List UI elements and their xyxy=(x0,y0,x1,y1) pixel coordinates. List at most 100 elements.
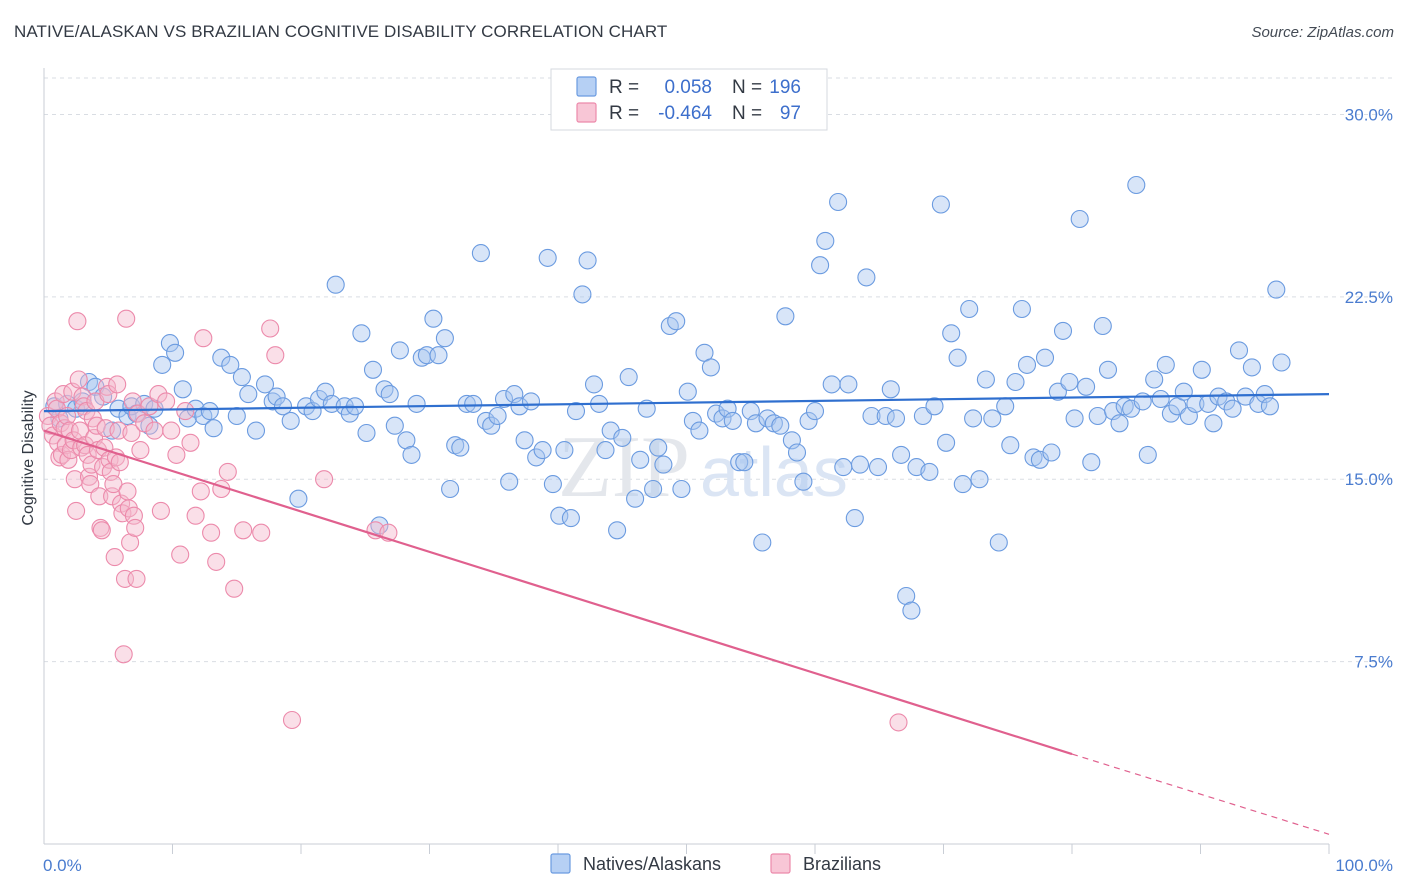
data-point-natives xyxy=(246,421,266,440)
data-point-natives xyxy=(566,402,586,421)
y-tick-label: 15.0% xyxy=(1345,470,1393,489)
data-point-natives xyxy=(667,312,686,331)
data-point-natives xyxy=(1260,397,1279,416)
data-point-natives xyxy=(471,244,490,263)
data-point-natives xyxy=(925,397,944,416)
data-point-natives xyxy=(441,479,460,499)
data-point-natives xyxy=(429,346,448,365)
chart-title: NATIVE/ALASKAN VS BRAZILIAN COGNITIVE DI… xyxy=(14,22,668,41)
data-point-natives xyxy=(920,462,939,481)
data-point-natives xyxy=(822,375,841,394)
data-point-natives xyxy=(239,385,258,404)
data-point-natives xyxy=(510,397,529,416)
data-point-natives xyxy=(232,368,251,387)
data-point-natives xyxy=(166,343,185,362)
data-point-brazilians xyxy=(266,346,285,365)
data-point-natives xyxy=(357,423,376,443)
data-point-natives xyxy=(601,421,620,440)
data-point-natives xyxy=(326,275,345,294)
legend-r-value-blue: 0.058 xyxy=(664,77,712,98)
data-point-natives xyxy=(816,231,835,250)
data-point-brazilians xyxy=(131,441,150,460)
data-point-natives xyxy=(862,406,881,426)
data-point-natives xyxy=(407,394,426,413)
data-point-brazilians xyxy=(889,713,908,732)
data-point-brazilians xyxy=(252,523,271,542)
data-point-natives xyxy=(527,448,546,467)
data-point-natives xyxy=(1151,389,1170,409)
data-point-natives xyxy=(626,489,645,508)
y-tick-label: 22.5% xyxy=(1345,288,1393,307)
data-point-natives xyxy=(561,509,580,528)
data-point-natives xyxy=(1088,406,1107,426)
watermark-zip: ZIP xyxy=(558,419,690,516)
data-point-brazilians xyxy=(191,482,210,501)
data-point-natives xyxy=(886,409,906,428)
data-point-natives xyxy=(953,475,972,494)
data-point-natives xyxy=(771,416,790,435)
data-point-brazilians xyxy=(171,545,190,564)
data-point-natives xyxy=(273,397,293,416)
data-point-natives xyxy=(402,445,421,464)
data-point-natives xyxy=(960,299,979,319)
data-point-natives xyxy=(989,533,1008,552)
y-axis-title: Cognitive Disability xyxy=(20,390,37,525)
data-point-natives xyxy=(713,409,732,428)
data-point-brazilians xyxy=(69,370,88,389)
data-point-natives xyxy=(845,509,864,528)
data-point-brazilians xyxy=(122,423,141,443)
series-natives-alaskans xyxy=(45,175,1291,620)
data-point-brazilians xyxy=(149,385,168,404)
data-point-brazilians xyxy=(194,329,213,348)
data-point-natives xyxy=(1006,372,1025,392)
data-point-natives xyxy=(1098,360,1118,379)
data-point-natives xyxy=(173,380,192,399)
data-point-natives xyxy=(221,355,240,374)
data-point-natives xyxy=(839,375,858,394)
data-point-brazilians xyxy=(181,433,200,452)
data-point-natives xyxy=(1017,355,1037,374)
legend-n-value-pink: 97 xyxy=(780,103,801,124)
data-point-natives xyxy=(649,438,668,457)
data-point-natives xyxy=(931,195,950,214)
data-point-natives xyxy=(608,521,627,540)
data-point-natives xyxy=(390,341,409,360)
data-point-natives xyxy=(435,329,454,348)
data-point-natives xyxy=(1030,450,1049,469)
data-point-natives xyxy=(937,433,956,452)
x-tick-label-min: 0.0% xyxy=(43,856,82,875)
data-point-natives xyxy=(555,441,574,460)
data-point-natives xyxy=(1042,443,1061,462)
data-point-natives xyxy=(892,445,911,464)
data-point-natives xyxy=(494,389,514,409)
data-point-brazilians xyxy=(126,518,145,537)
data-point-natives xyxy=(375,380,394,399)
trend-line-natives xyxy=(43,393,1330,413)
trend-line-brazilians xyxy=(43,429,1073,756)
data-point-natives xyxy=(451,438,470,457)
data-point-natives xyxy=(385,416,404,435)
series-brazilians xyxy=(38,309,908,732)
data-point-natives xyxy=(543,475,562,494)
series-legend: Natives/Alaskans Brazilians xyxy=(550,853,881,874)
data-point-natives xyxy=(644,479,663,499)
legend-n-value-blue: 196 xyxy=(769,77,801,98)
data-point-natives xyxy=(983,409,1002,428)
data-point-brazilians xyxy=(315,470,334,489)
data-point-natives xyxy=(811,256,830,275)
data-point-natives xyxy=(446,436,465,455)
data-point-brazilians xyxy=(81,475,100,494)
data-point-natives xyxy=(730,453,749,472)
data-point-natives xyxy=(794,472,813,491)
data-point-brazilians xyxy=(105,548,124,567)
data-point-brazilians xyxy=(151,501,170,520)
data-point-natives xyxy=(753,533,772,552)
data-point-natives xyxy=(153,355,172,374)
data-point-natives xyxy=(631,450,650,469)
bottom-legend-brazilians: Brazilians xyxy=(803,854,881,874)
data-point-natives xyxy=(1035,348,1055,367)
data-point-natives xyxy=(488,406,507,426)
data-point-natives xyxy=(1192,360,1211,379)
data-point-natives xyxy=(363,360,383,379)
legend-n-label-pink: N = xyxy=(732,103,762,124)
